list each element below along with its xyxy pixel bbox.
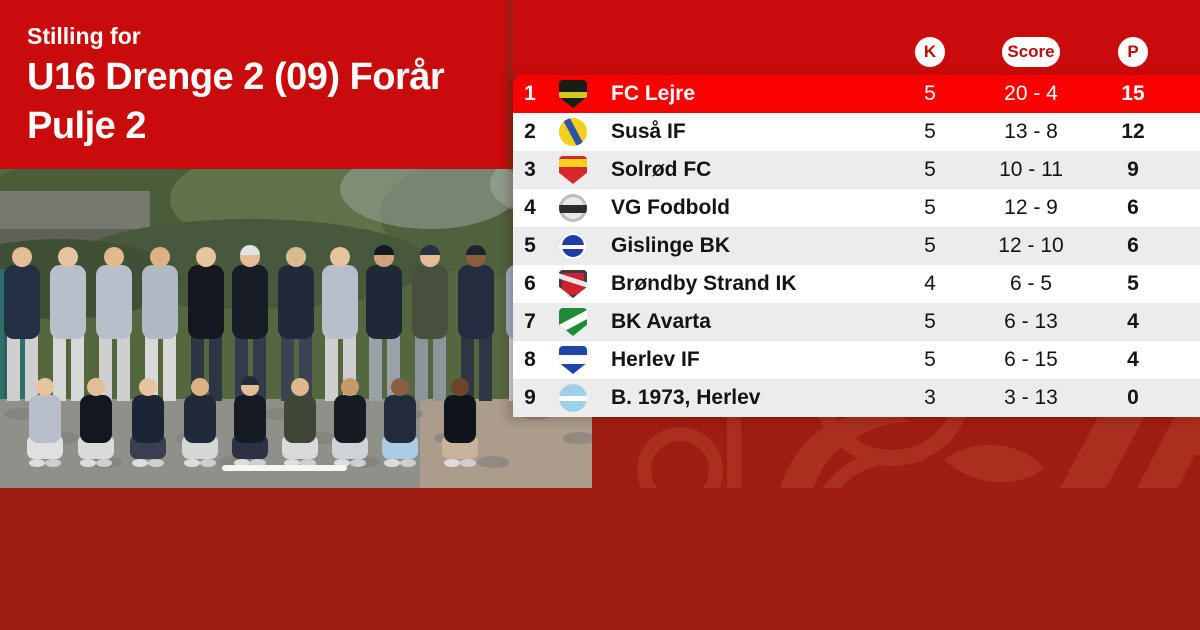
position-cell: 4 <box>524 196 536 219</box>
points-cell: 5 <box>1127 272 1139 295</box>
team-photo-art <box>0 169 592 488</box>
score-cell: 12 - 9 <box>1004 196 1058 219</box>
position-cell: 2 <box>524 120 536 143</box>
table-row: 3 Solrød FC 5 10 - 11 9 <box>513 151 1200 189</box>
points-cell: 4 <box>1127 310 1139 333</box>
team-name: Gislinge BK <box>611 234 731 257</box>
matches-cell: 3 <box>924 386 936 409</box>
table-row: 4 VG Fodbold 5 12 - 9 6 <box>513 189 1200 227</box>
column-badge-p: P <box>1118 37 1148 67</box>
matches-cell: 4 <box>924 272 936 295</box>
position-cell: 3 <box>524 158 536 181</box>
score-cell: 6 - 5 <box>1009 272 1053 295</box>
matches-cell: 5 <box>924 120 936 143</box>
club-crest <box>547 118 599 146</box>
position-cell: 9 <box>524 386 536 409</box>
dbu-watermark <box>592 416 1200 488</box>
eyebrow-text: Stilling for <box>27 23 141 49</box>
footer: DANSK · BOLDSPIL · UNION · 1889 · DBU DB… <box>0 488 1200 630</box>
score-cell: 6 - 13 <box>1004 310 1058 333</box>
table-row: 6 Brøndby Strand IK 4 6 - 5 5 <box>513 265 1200 303</box>
column-badge-k: K <box>915 37 945 67</box>
club-crest <box>547 346 599 374</box>
matches-cell: 5 <box>924 348 936 371</box>
title-line-1: U16 Drenge 2 (09) Forår <box>27 56 445 98</box>
score-cell: 13 - 8 <box>1004 120 1058 143</box>
points-cell: 15 <box>1121 82 1145 105</box>
matches-cell: 5 <box>924 158 936 181</box>
score-cell: 12 - 10 <box>998 234 1064 257</box>
table-row: 9 B. 1973, Herlev 3 3 - 13 0 <box>513 379 1200 417</box>
team-name: Herlev IF <box>611 348 700 371</box>
club-crest <box>547 384 599 412</box>
score-cell: 6 - 15 <box>1004 348 1058 371</box>
points-cell: 12 <box>1121 120 1145 143</box>
points-cell: 6 <box>1127 234 1139 257</box>
table-row: 1 FC Lejre 5 20 - 4 15 <box>513 75 1200 113</box>
column-badge-score: Score <box>1002 37 1060 67</box>
score-cell: 3 - 13 <box>1004 386 1058 409</box>
position-cell: 6 <box>524 272 536 295</box>
score-cell: 20 - 4 <box>1004 82 1058 105</box>
team-name: B. 1973, Herlev <box>611 386 761 409</box>
team-name: Brøndby Strand IK <box>611 272 797 295</box>
team-name: VG Fodbold <box>611 196 730 219</box>
team-name: Solrød FC <box>611 158 712 181</box>
title-line-2: Pulje 2 <box>27 105 147 147</box>
position-cell: 5 <box>524 234 536 257</box>
team-name: BK Avarta <box>611 310 711 333</box>
page-title: U16 Drenge 2 (09) Forår Pulje 2 <box>27 53 486 151</box>
table-row: 5 Gislinge BK 5 12 - 10 6 <box>513 227 1200 265</box>
table-row: 2 Suså IF 5 13 - 8 12 <box>513 113 1200 151</box>
club-crest <box>547 156 599 184</box>
points-cell: 9 <box>1127 158 1139 181</box>
position-cell: 8 <box>524 348 536 371</box>
matches-cell: 5 <box>924 310 936 333</box>
title-panel: Stilling for U16 Drenge 2 (09) Forår Pul… <box>0 0 506 168</box>
matches-cell: 5 <box>924 82 936 105</box>
table-row: 8 Herlev IF 5 6 - 15 4 <box>513 341 1200 379</box>
club-crest <box>547 232 599 260</box>
position-cell: 7 <box>524 310 536 333</box>
standings-table: 1 FC Lejre 5 20 - 4 15 2 Suså IF 5 13 - 8 12 3 Solr… <box>513 75 1200 417</box>
points-cell: 4 <box>1127 348 1139 371</box>
points-cell: 6 <box>1127 196 1139 219</box>
club-crest <box>547 308 599 336</box>
team-name: FC Lejre <box>611 82 696 105</box>
table-row: 7 BK Avarta 5 6 - 13 4 <box>513 303 1200 341</box>
matches-cell: 5 <box>924 196 936 219</box>
club-crest <box>547 194 599 222</box>
team-photo <box>0 169 592 488</box>
club-crest <box>547 270 599 298</box>
club-crest <box>547 80 599 108</box>
team-name: Suså IF <box>611 120 686 143</box>
position-cell: 1 <box>524 82 536 105</box>
matches-cell: 5 <box>924 234 936 257</box>
table-header: K Score P <box>513 0 1200 75</box>
score-cell: 10 - 11 <box>999 158 1063 181</box>
points-cell: 0 <box>1127 386 1139 409</box>
